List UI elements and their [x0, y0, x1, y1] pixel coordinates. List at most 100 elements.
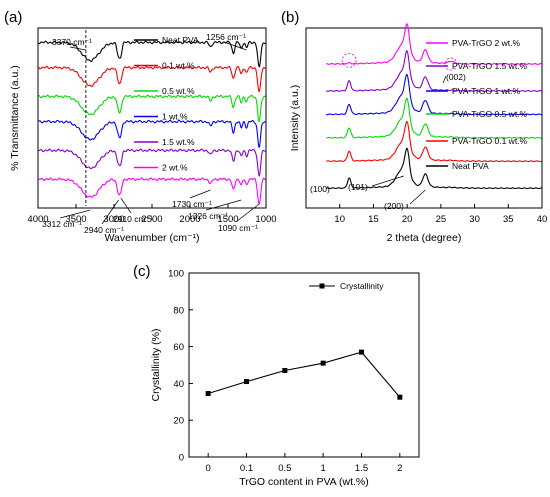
y-tick-label: 60 [173, 342, 184, 353]
legend-label-2-wt: 2 wt.% [162, 163, 188, 173]
x-tick-label: 3000 [103, 214, 124, 225]
legend-label-pva-trgo-1-5-wt: PVA-TrGO 1.5 wt.% [452, 61, 528, 71]
panel-c-x-axis-label: TrGO content in PVA (wt.%) [239, 476, 369, 488]
x-tick-label: 30 [469, 214, 480, 225]
legend-label-neat-pva: Neat PVA [162, 35, 199, 45]
panel-b-plot-frame [305, 27, 543, 209]
annotation-002: (002) [446, 72, 466, 82]
panel-b-x-axis-label: 2 theta (degree) [387, 232, 462, 244]
x-tick-label: 20 [402, 214, 413, 225]
panel-c-label: (c) [133, 263, 151, 280]
crystallinity-point [397, 394, 403, 400]
x-tick-label: 1 [321, 463, 326, 474]
y-tick-label: 20 [173, 416, 184, 427]
x-tick-label: 1000 [255, 214, 276, 225]
xrd-curve-pva-trgo-1-5-wt [326, 50, 542, 92]
annotation-arrow [371, 175, 404, 187]
panel-c-legend: Crystallinity [309, 281, 384, 291]
annotation-200: (200) [384, 201, 404, 211]
legend-label-pva-trgo-1-wt: PVA-TrGO 1 wt.% [452, 86, 520, 96]
x-tick-label: 25 [436, 214, 447, 225]
panel-c-plot-frame [188, 272, 420, 458]
crystallinity-point [359, 349, 364, 355]
panel-a-x-ticks: 4000 3500 3000 2500 2000 1500 1000 [27, 204, 277, 225]
legend-label-neat-pva: Neat PVA [452, 161, 489, 171]
panel-c-x-ticks: 0 0.1 0.5 1 1.5 2 [206, 453, 402, 474]
annotation-arrow [409, 189, 426, 205]
annotation-1090-cm: 1090 cm⁻¹ [218, 223, 258, 233]
legend-label-0-1-wt: 0.1 wt.% [162, 61, 195, 71]
legend-label-0-5-wt: 0.5 wt.% [162, 86, 195, 96]
panel-a-series [38, 40, 266, 205]
annotation-arrow [69, 46, 86, 51]
y-tick-label: 40 [173, 379, 184, 390]
crystallinity-point [282, 368, 288, 374]
panel-a-ftir-chart: (a) Neat PVA 0.1 wt.% 0.5 wt.% 1 wt.% 1.5 wt… [4, 9, 277, 244]
x-tick-label: 1.5 [355, 463, 368, 474]
panel-b-annotations: (100) (101) (200) (002) [310, 72, 466, 211]
annotation-arrow [189, 189, 211, 199]
x-tick-label: 0 [206, 463, 211, 474]
crystallinity-point [205, 391, 211, 397]
legend-label-1-wt: 1 wt.% [162, 112, 188, 122]
annotation-1256-cm: 1256 cm⁻¹ [206, 32, 246, 42]
panel-a-label: (a) [4, 9, 22, 26]
annotation-arrow [442, 75, 447, 84]
panel-a-legend: Neat PVA 0.1 wt.% 0.5 wt.% 1 wt.% 1.5 wt.% 2 … [134, 35, 199, 173]
xrd-curve-pva-trgo-1-wt [326, 73, 542, 116]
legend-marker-crystallinity [319, 283, 325, 289]
x-tick-label: 35 [503, 214, 514, 225]
panel-a-x-axis-label: Wavenumber (cm⁻¹) [105, 232, 200, 244]
legend-label-pva-trgo-0-1-wt: PVA-TrGO 0.1 wt.% [452, 136, 528, 146]
crystallinity-line [208, 351, 401, 398]
annotation-3370-cm: 3370 cm⁻¹ [52, 37, 92, 47]
panel-c-y-ticks: 0 20 40 60 80 100 [168, 269, 193, 464]
annotation-arrow [59, 209, 91, 219]
annotation-1326-cm: 1326 cm⁻¹ [188, 211, 228, 221]
xrd-curve-neat-pva [326, 147, 542, 190]
xrd-curve-pva-trgo-2-wt [326, 23, 542, 65]
crystallinity-point [244, 379, 249, 385]
x-tick-label: 40 [537, 214, 548, 225]
annotation-arrow [101, 199, 119, 225]
annotation-3312-cm: 3312 cm⁻¹ [42, 219, 82, 229]
annotation-arrow [120, 197, 132, 214]
panel-b-series [326, 23, 542, 190]
annotation-2940-cm: 2940 cm⁻¹ [84, 225, 124, 235]
y-tick-label: 0 [179, 453, 184, 464]
legend-label-crystallinity: Crystallinity [340, 281, 384, 291]
annotation-101: (101) [348, 182, 368, 192]
x-tick-label: 0.5 [278, 463, 291, 474]
panel-b-y-axis-label: Intensity (a.u.) [289, 85, 301, 152]
xrd-curve-pva-trgo-0-1-wt [326, 121, 542, 163]
legend-label-1-5-wt: 1.5 wt.% [162, 137, 195, 147]
x-tick-label: 0.1 [240, 463, 253, 474]
legend-label-pva-trgo-2-wt: PVA-TrGO 2 wt.% [452, 38, 520, 48]
ftir-curve-0-5-wt [38, 94, 266, 123]
annotation-arrow [223, 41, 247, 51]
panel-b-xrd-chart: (b) PVA-TrGO 2 wt.% PVA-TrGO 1.5 wt.% PVA-… [281, 9, 547, 244]
y-tick-label: 100 [168, 269, 184, 280]
x-tick-label: 1500 [217, 214, 238, 225]
annotation-arrow [205, 199, 242, 211]
annotation-1730-cm: 1730 cm⁻¹ [172, 199, 212, 209]
panel-c-series [205, 349, 403, 400]
ftir-curve-1-wt [38, 119, 266, 148]
panel-c-y-axis-label: Crystallinity (%) [150, 329, 162, 402]
ftir-curve-0-1-wt [38, 65, 266, 93]
crystallinity-point [320, 360, 326, 366]
annotation-2910-cm: 2910 cm⁻¹ [113, 214, 153, 224]
xrd-curve-pva-trgo-0-5-wt [326, 97, 542, 139]
x-tick-label: 3500 [65, 214, 86, 225]
x-tick-label: 4000 [27, 214, 48, 225]
panel-b-label: (b) [281, 9, 299, 26]
y-tick-label: 80 [173, 305, 184, 316]
x-tick-label: 10 [334, 214, 345, 225]
ftir-curve-1-5-wt [38, 148, 266, 177]
panel-a-y-axis-label: % Transmittance (a.u.) [9, 65, 21, 171]
highlight-circle-100 [341, 52, 357, 68]
x-tick-label: 15 [368, 214, 379, 225]
panel-b-x-ticks: 10 15 20 25 30 35 40 [334, 204, 547, 225]
